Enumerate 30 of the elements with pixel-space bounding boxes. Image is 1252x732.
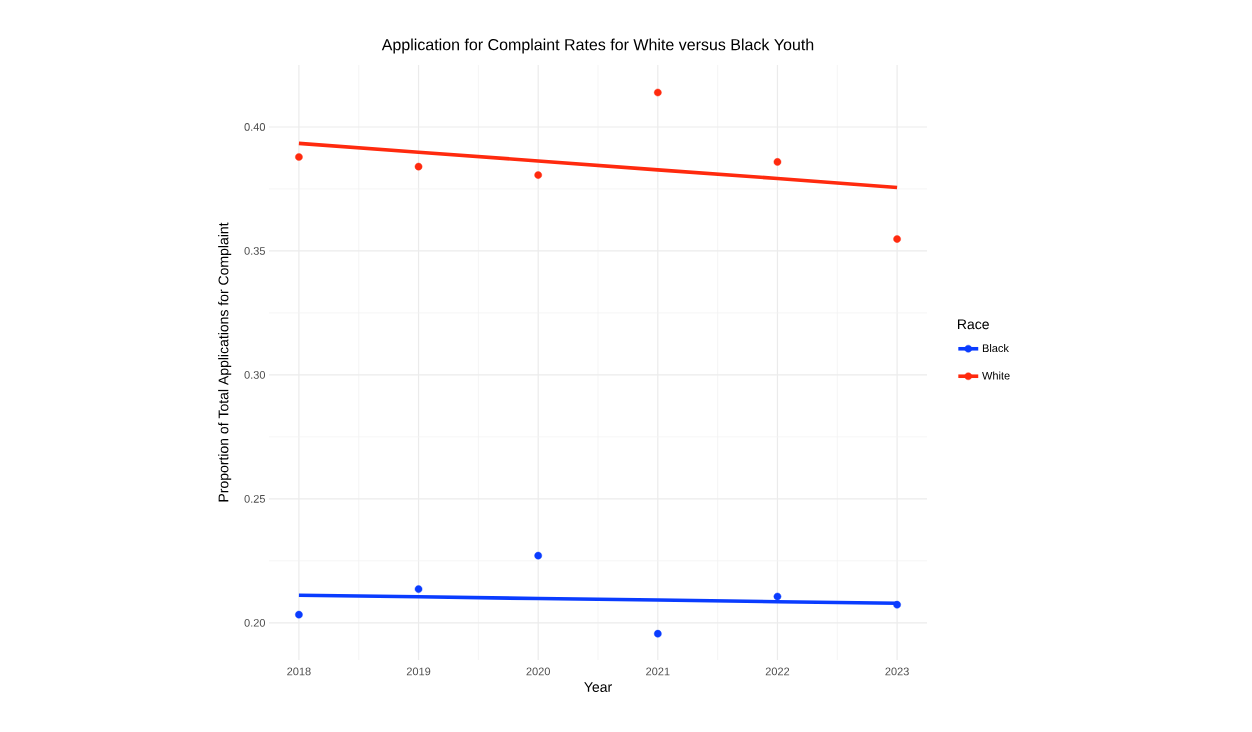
chart-title: Application for Complaint Rates for White versus Black Youth xyxy=(381,38,814,54)
point xyxy=(773,592,782,601)
x-tick-label: 2020 xyxy=(526,667,550,676)
point xyxy=(534,551,542,560)
y-tick-label: 0.30 xyxy=(244,371,266,379)
point xyxy=(654,629,662,638)
x-tick-label: 2018 xyxy=(287,667,311,676)
y-tick-label: 0.25 xyxy=(244,494,265,503)
x-tick-label: 2019 xyxy=(406,667,431,676)
legend-label: Black xyxy=(982,344,1009,353)
x-tick-label: 2023 xyxy=(885,667,909,676)
point xyxy=(534,171,542,179)
y-tick-label: 0.35 xyxy=(244,247,265,255)
y-tick-label: 0.40 xyxy=(244,123,266,131)
x-tick-label: 2021 xyxy=(646,667,670,676)
x-tick-label: 2022 xyxy=(765,667,790,676)
x-axis-title: Year xyxy=(584,682,612,692)
y-axis-title: Proportion of Total Applications for Complaint xyxy=(218,222,232,502)
line-series xyxy=(297,141,899,190)
point xyxy=(414,162,423,171)
point xyxy=(295,610,303,619)
y-tick-label: 0.20 xyxy=(244,618,266,627)
point xyxy=(414,585,423,593)
point xyxy=(893,235,901,243)
legend-label: White xyxy=(982,371,1010,380)
legend-title: Race xyxy=(958,319,989,330)
point xyxy=(295,153,303,161)
point xyxy=(893,600,901,609)
point xyxy=(773,158,782,166)
point xyxy=(654,88,662,97)
